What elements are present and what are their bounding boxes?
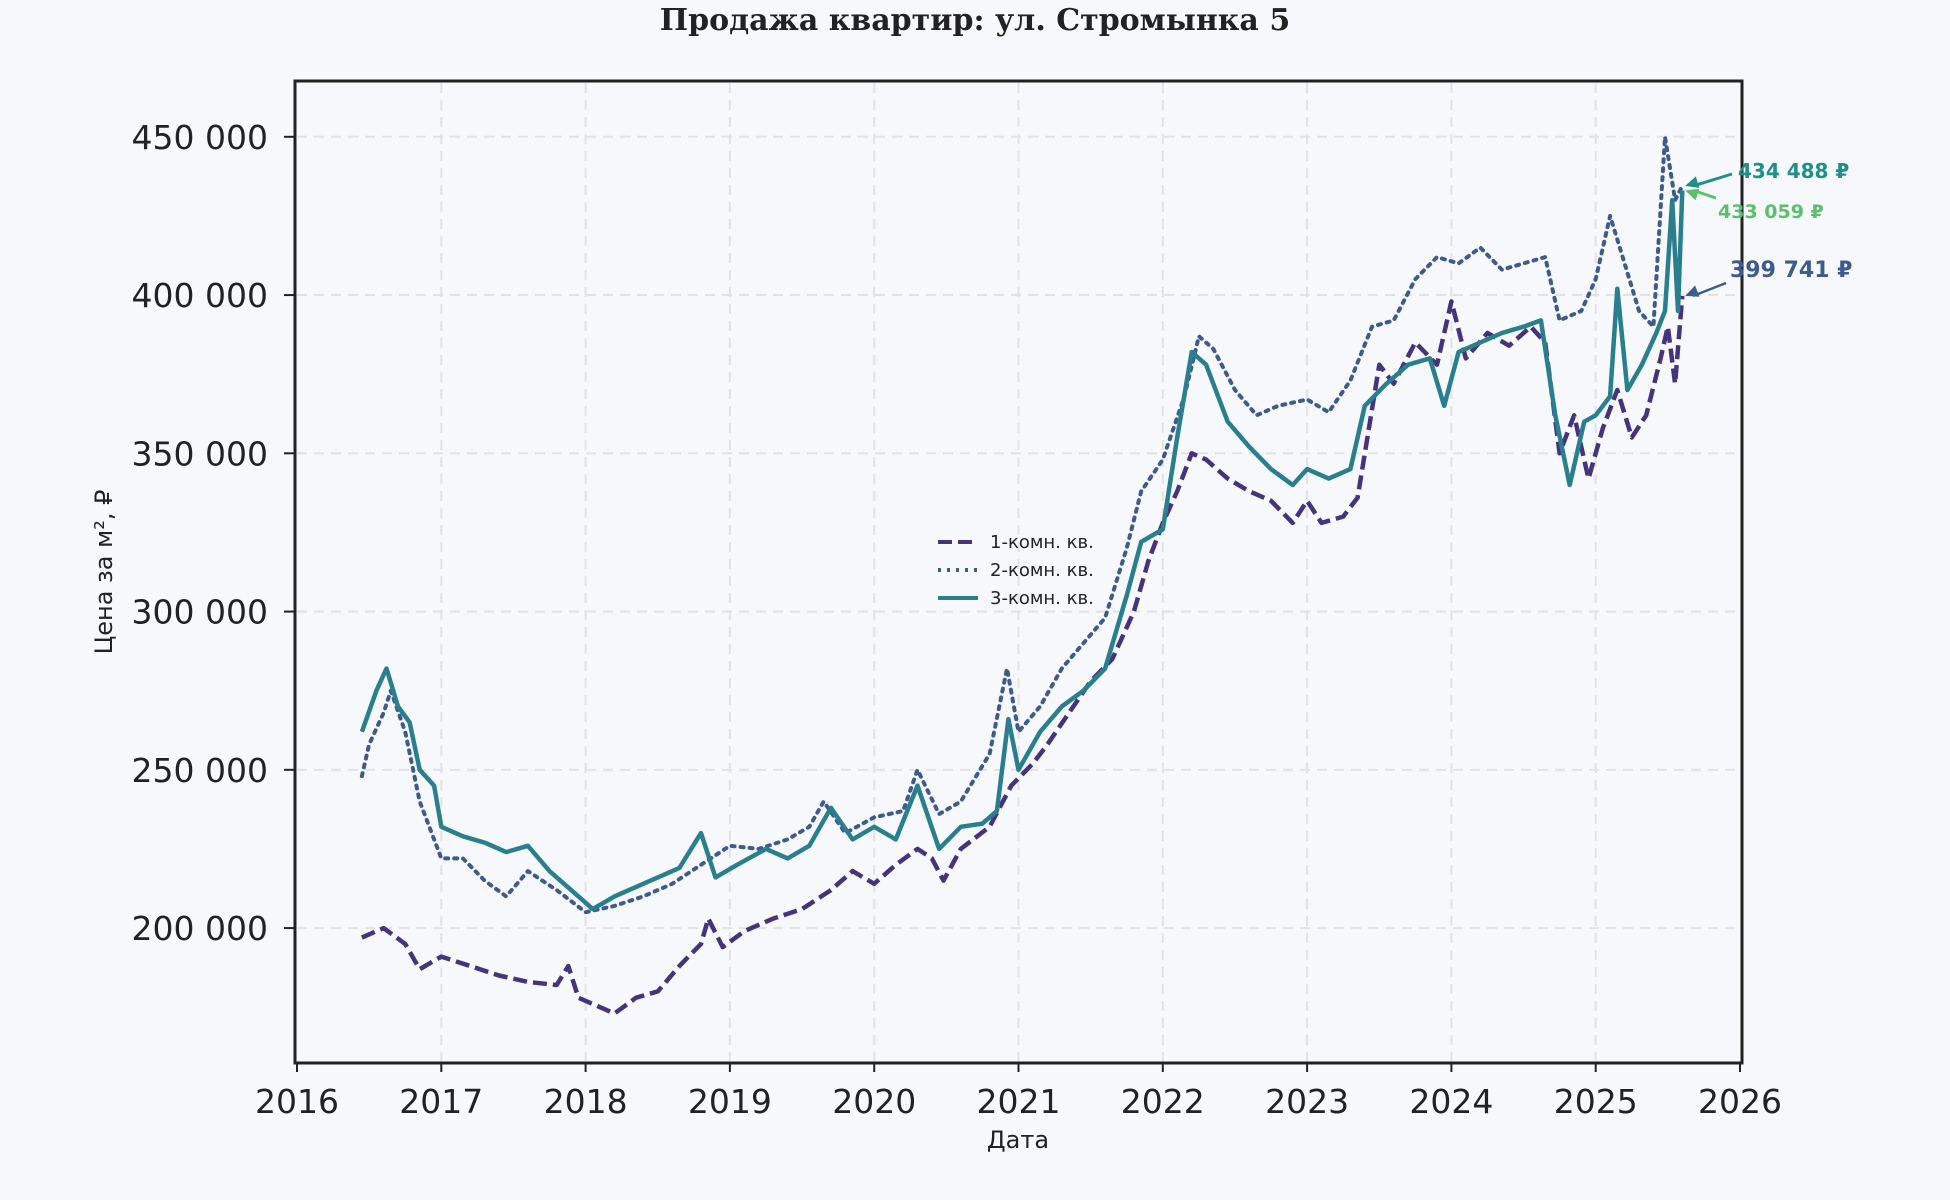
legend-label: 3-комн. кв.	[990, 588, 1094, 609]
annotation-arrowhead	[1685, 188, 1700, 201]
x-tick-label: 2026	[1698, 1082, 1782, 1121]
legend-label: 2-комн. кв.	[990, 560, 1094, 581]
grid	[297, 83, 1740, 1061]
chart-title: Продажа квартир: ул. Стромынка 5	[660, 3, 1290, 38]
y-tick-label: 300 000	[132, 593, 268, 632]
annotation-label: 433 059 ₽	[1718, 201, 1824, 223]
x-axis-label: Дата	[987, 1126, 1049, 1154]
annotation-label: 434 488 ₽	[1738, 159, 1849, 183]
x-tick-label: 2019	[688, 1082, 772, 1121]
x-tick-label: 2020	[832, 1082, 916, 1121]
x-tick-label: 2025	[1554, 1082, 1638, 1121]
annotation-arrowhead	[1685, 285, 1700, 297]
x-tick-label: 2024	[1409, 1082, 1493, 1121]
series-line-3	[359, 190, 1685, 912]
y-axis-label: Цена за м², ₽	[90, 490, 118, 655]
x-tick-label: 2018	[544, 1082, 628, 1121]
legend: 1-комн. кв. 2-комн. кв. 3-комн. кв.	[938, 532, 1094, 609]
annotation-arrow	[1692, 172, 1733, 188]
series-lines	[359, 134, 1685, 1016]
x-tick-label: 2016	[255, 1082, 339, 1121]
annotation-arrow	[1692, 281, 1727, 298]
x-tick-label: 2022	[1121, 1082, 1205, 1121]
y-tick-label: 200 000	[132, 909, 268, 948]
x-tick-label: 2021	[977, 1082, 1061, 1121]
x-tick-label: 2023	[1265, 1082, 1349, 1121]
y-tick-label: 450 000	[132, 118, 268, 157]
series-line-2	[359, 134, 1685, 915]
annotation-label: 399 741 ₽	[1730, 258, 1852, 283]
annotation-arrowhead	[1685, 176, 1700, 188]
series-line-1	[360, 295, 1685, 1016]
x-tick-label: 2017	[399, 1082, 483, 1121]
axis-ticks: 2016 2017 2018 2019 2020 2021 2022 2023 2024 2025…	[132, 118, 1782, 1121]
y-tick-label: 250 000	[132, 751, 268, 790]
y-tick-label: 350 000	[132, 434, 268, 473]
legend-label: 1-комн. кв.	[990, 532, 1094, 553]
annotations: 434 488 ₽ 433 059 ₽ 399 741 ₽	[1685, 159, 1852, 298]
y-tick-label: 400 000	[132, 276, 268, 315]
